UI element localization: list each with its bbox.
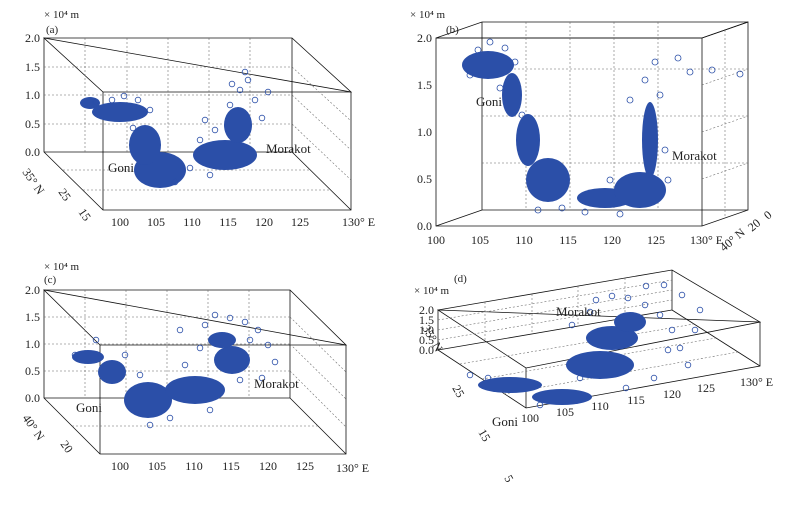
panel-c-z-unit: × 10⁴ m <box>44 261 80 273</box>
panel-c-lon-tick: 130° E <box>336 461 369 475</box>
panel-b-lat-tick: 40° N <box>717 225 748 254</box>
panel-d: × 10⁴ m (d) 2.0 1.5 1.0 0.5 0.0 100 105 … <box>414 269 773 485</box>
panel-b-goni-label: Goni <box>476 94 502 109</box>
panel-d-lat-tick: 25 <box>449 383 467 400</box>
panel-b-lat-tick: 0 <box>761 208 775 223</box>
panel-c-z-tick: 0.0 <box>25 391 40 405</box>
panel-a-lon-tick: 130° E <box>342 215 375 229</box>
panel-c-tracks <box>71 311 279 429</box>
panel-c-lon-tick: 115 <box>222 459 240 473</box>
panel-a-morakot-label: Morakot <box>266 141 311 156</box>
panel-a-lon-tick: 115 <box>219 215 237 229</box>
panel-c-z-tick: 1.5 <box>25 310 40 324</box>
panel-b-lon-tick: 100 <box>427 233 445 247</box>
panel-a-tracks <box>80 68 272 188</box>
panel-d-lon-tick: 110 <box>591 399 609 413</box>
panel-b-lon-tick: 130° E <box>690 233 723 247</box>
panel-a-z-unit: × 10⁴ m <box>44 9 80 21</box>
panel-c-lon-tick: 110 <box>185 459 203 473</box>
panel-d-z-tick: 1.0 <box>419 323 434 337</box>
panel-c-lat-tick: 20 <box>58 438 76 456</box>
panel-d-lat-tick: 15 <box>475 427 493 444</box>
panel-a-grid <box>42 37 353 211</box>
panel-d-z-tick: 0.0 <box>419 343 434 357</box>
panel-a-label: (a) <box>46 24 59 36</box>
panel-a-lat-tick: 35° N <box>20 166 48 198</box>
panel-b-z-tick: 1.0 <box>417 125 432 139</box>
panel-a-z-tick: 2.0 <box>25 31 40 45</box>
panel-b-tracks <box>462 38 744 218</box>
panel-d-z-tick: 1.5 <box>419 313 434 327</box>
panel-c-goni-label: Goni <box>76 400 102 415</box>
panel-d-z-tick: 0.5 <box>419 333 434 347</box>
panel-b-lon-tick: 120 <box>603 233 621 247</box>
panel-c: × 10⁴ m (c) 2.0 1.5 1.0 0.5 0.0 100 105 … <box>20 261 370 475</box>
panel-a-lon-tick: 125 <box>291 215 309 229</box>
panel-d-z-unit: × 10⁴ m <box>414 285 450 297</box>
panel-d-lat-tick: 5 <box>501 473 516 485</box>
panel-b-z-tick: 0.5 <box>417 172 432 186</box>
panel-c-lat-tick: 40° N <box>20 412 48 444</box>
panel-c-morakot-label: Morakot <box>254 376 299 391</box>
panel-c-z-tick: 2.0 <box>25 283 40 297</box>
panel-c-z-tick: 0.5 <box>25 364 40 378</box>
panel-c-lon-tick: 120 <box>259 459 277 473</box>
panel-b-lat-tick: 20 <box>745 216 763 234</box>
panel-d-lon-tick: 120 <box>663 387 681 401</box>
panel-d-lon-tick: 130° E <box>740 375 773 389</box>
panel-b-lon-tick: 105 <box>471 233 489 247</box>
panel-b: × 10⁴ m (b) 2.0 1.5 1.0 0.5 0.0 100 105 … <box>410 9 775 254</box>
panel-d-lon-tick: 125 <box>697 381 715 395</box>
panel-b-lon-tick: 125 <box>647 233 665 247</box>
panel-c-z-tick: 1.0 <box>25 337 40 351</box>
panel-d-goni-label: Goni <box>492 414 518 429</box>
panel-c-grid <box>43 289 347 455</box>
panel-a-lat-tick: 15 <box>76 206 94 224</box>
panel-a-lon-tick: 110 <box>183 215 201 229</box>
panel-d-lon-tick: 105 <box>556 405 574 419</box>
panel-a-z-tick: 0.0 <box>25 145 40 159</box>
panel-b-lon-tick: 110 <box>515 233 533 247</box>
panel-d-morakot-label: Morakot <box>556 304 601 319</box>
panel-b-z-tick: 0.0 <box>417 219 432 233</box>
panel-b-morakot-label: Morakot <box>672 148 717 163</box>
panel-a: × 10⁴ m (a) 2.0 1.5 1.0 0.5 0.0 100 105 … <box>20 9 376 229</box>
panel-a-lon-tick: 120 <box>255 215 273 229</box>
panel-a-goni-label: Goni <box>108 160 134 175</box>
panel-c-lon-tick: 100 <box>111 459 129 473</box>
panel-c-lon-tick: 125 <box>296 459 314 473</box>
panel-b-label: (b) <box>446 24 459 36</box>
panel-a-z-tick: 1.0 <box>25 88 40 102</box>
panel-c-label: (c) <box>44 274 57 286</box>
panel-a-lon-tick: 105 <box>147 215 165 229</box>
panel-b-z-unit: × 10⁴ m <box>410 9 446 21</box>
panel-a-z-tick: 0.5 <box>25 117 40 131</box>
panel-d-z-tick: 2.0 <box>419 303 434 317</box>
panel-d-tracks <box>466 281 704 409</box>
panel-d-label: (d) <box>454 273 467 285</box>
panel-a-z-tick: 1.5 <box>25 60 40 74</box>
panel-d-lon-tick: 100 <box>521 411 539 425</box>
panel-c-lon-tick: 105 <box>148 459 166 473</box>
panel-d-lon-tick: 115 <box>627 393 645 407</box>
panel-b-lon-tick: 115 <box>559 233 577 247</box>
panel-a-lon-tick: 100 <box>111 215 129 229</box>
panel-a-lat-tick: 25 <box>56 186 74 204</box>
panel-b-z-tick: 1.5 <box>417 78 432 92</box>
panel-b-z-tick: 2.0 <box>417 31 432 45</box>
